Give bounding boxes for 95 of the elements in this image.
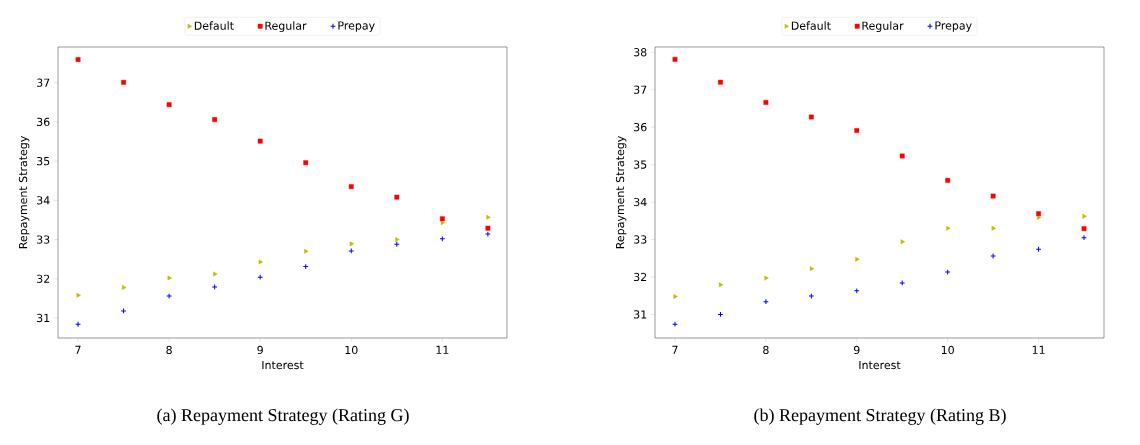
point [853,287,860,294]
point [395,237,400,243]
point [763,100,769,105]
point [166,293,173,299]
point [122,284,127,290]
point [809,266,815,272]
point [304,248,309,254]
point [440,220,446,226]
x-tick-label: 9 [257,345,263,355]
point [258,259,263,265]
point [211,284,218,290]
x-tick-label: 11 [1032,345,1045,354]
legend-label: Default [791,21,831,30]
point [899,153,905,159]
point [990,193,996,199]
point [75,57,81,62]
x-tick-label: 9 [853,345,860,355]
point [899,280,906,286]
text: (b) Repayment Strategy (Rating B) [754,408,1006,425]
point [854,128,860,133]
point [717,311,724,318]
point [120,308,127,314]
point [348,248,355,254]
point [764,275,769,281]
point [213,271,218,277]
point [900,239,906,245]
point [393,241,400,248]
point [808,293,815,299]
point [1081,234,1087,241]
y-tick-label: 36 [634,123,647,132]
point [394,194,400,200]
point [484,231,491,237]
point [945,177,951,183]
y-tick-label: 34 [37,196,50,205]
point [348,184,354,190]
point [946,225,951,231]
point [485,225,491,231]
text: (a) Repayment Strategy (Rating G) [157,408,409,425]
point [718,282,724,288]
x-axis-title: Interest [262,360,304,370]
point [855,256,860,262]
point [718,79,723,85]
y-tick-label: 32 [37,274,50,283]
point [75,321,81,328]
point [166,102,172,108]
point [257,274,264,281]
point [121,79,126,85]
y-tick-label: 32 [634,272,647,282]
point [672,321,678,328]
point [257,138,263,144]
point [1082,213,1087,219]
point [439,235,446,242]
x-tick-label: 10 [345,345,358,355]
point [673,293,678,299]
point [349,241,355,247]
x-tick-label: 8 [166,345,172,355]
y-tick-label: 35 [634,160,647,169]
y-tick-label: 35 [37,156,50,166]
point [212,117,218,122]
point [990,253,997,259]
point [302,263,309,270]
point [944,269,951,275]
x-tick-label: 7 [75,345,81,354]
y-tick-label: 33 [634,235,647,244]
y-tick-label: 37 [634,85,647,94]
point [763,298,769,305]
y-tick-label: 37 [37,78,50,87]
x-tick-label: 7 [672,345,678,354]
point [76,292,81,298]
y-tick-label: 34 [634,197,647,207]
x-axis-title: Interest [859,360,901,370]
legend-label: Prepay [338,21,375,32]
y-axis-title: Repayment Strategy [615,136,627,249]
point [808,114,814,120]
point [1081,226,1087,232]
legend-label: Regular [862,21,904,32]
point [991,225,996,231]
x-tick-label: 10 [941,345,954,355]
legend-label: Regular [265,21,307,32]
y-axis-title: Repayment Strategy [18,136,30,249]
y-tick-label: 31 [37,313,50,323]
point [486,214,491,220]
legend-label: Default [194,21,234,30]
y-tick-label: 31 [634,310,647,319]
x-tick-label: 8 [763,345,769,355]
point [672,56,678,62]
point [303,160,309,166]
x-tick-label: 11 [436,345,449,354]
y-tick-label: 33 [37,235,50,244]
legend-label: Prepay [935,21,972,32]
point [439,216,445,222]
point [1035,246,1042,253]
y-tick-label: 36 [37,117,50,127]
y-tick-label: 38 [634,48,647,57]
point [167,275,172,281]
